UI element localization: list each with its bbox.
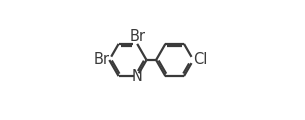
Text: Br: Br [130, 29, 146, 44]
Text: Cl: Cl [193, 53, 207, 67]
Text: N: N [132, 69, 143, 84]
Text: Br: Br [94, 53, 109, 67]
